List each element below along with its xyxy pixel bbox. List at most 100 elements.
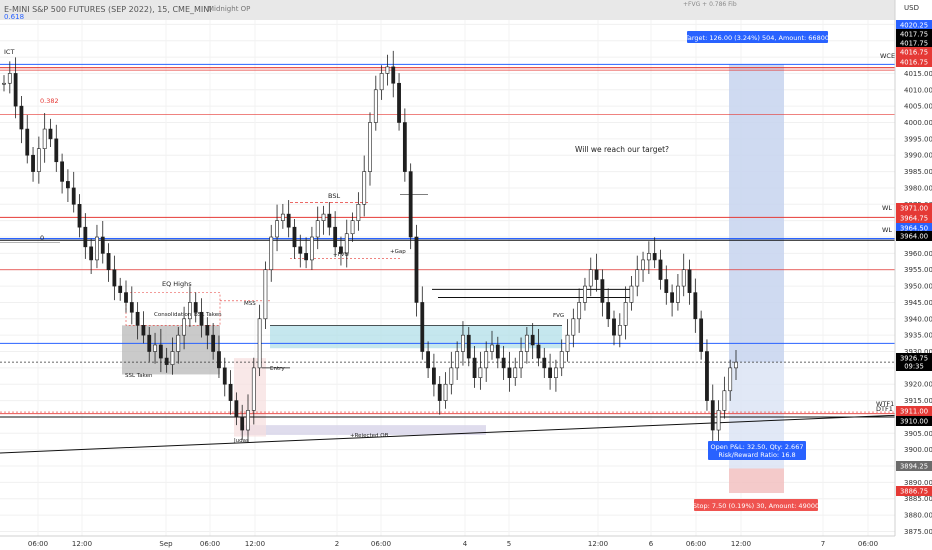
candle-body[interactable] <box>606 302 611 320</box>
candle-body[interactable] <box>391 66 396 84</box>
candle-body[interactable] <box>652 253 657 261</box>
candle-body[interactable] <box>164 357 169 365</box>
candle-body[interactable] <box>600 279 605 303</box>
candle-body[interactable] <box>710 400 715 431</box>
candle-body[interactable] <box>77 203 82 228</box>
candle-body[interactable] <box>71 187 76 205</box>
target-label[interactable]: Target: 126.00 (3.24%) 504, Amount: 6680… <box>684 31 829 43</box>
candle-body[interactable] <box>565 334 570 352</box>
candle-body[interactable] <box>246 410 250 431</box>
candle-body[interactable] <box>646 253 651 261</box>
candle-body[interactable] <box>617 325 622 336</box>
candle-body[interactable] <box>135 311 140 326</box>
candle-body[interactable] <box>373 89 378 123</box>
candle-body[interactable] <box>722 390 727 411</box>
candle-body[interactable] <box>728 367 733 392</box>
candle-body[interactable] <box>176 334 181 352</box>
candle-body[interactable] <box>112 269 117 287</box>
candle-body[interactable] <box>251 367 256 411</box>
candle-body[interactable] <box>397 82 401 123</box>
candle-body[interactable] <box>199 311 204 326</box>
candle-body[interactable] <box>478 367 483 378</box>
candle-body[interactable] <box>594 269 599 280</box>
candle-body[interactable] <box>89 246 94 261</box>
candle-body[interactable] <box>240 416 245 431</box>
candle-body[interactable] <box>443 383 448 401</box>
candle-body[interactable] <box>188 302 192 320</box>
candle-body[interactable] <box>217 351 221 369</box>
candle-body[interactable] <box>583 285 587 303</box>
candle-body[interactable] <box>519 351 523 369</box>
candle-body[interactable] <box>304 253 308 261</box>
candle-body[interactable] <box>31 154 35 172</box>
candle-body[interactable] <box>414 236 419 303</box>
candle-body[interactable] <box>275 220 279 238</box>
candle-body[interactable] <box>426 351 430 369</box>
stop-label[interactable]: Stop: 7.50 (0.19%) 30, Amount: 49000 <box>693 499 819 511</box>
candles-layer[interactable] <box>2 50 738 445</box>
candle-body[interactable] <box>170 351 175 365</box>
candle-body[interactable] <box>461 334 465 352</box>
candle-body[interactable] <box>716 410 721 431</box>
candle-body[interactable] <box>420 302 425 352</box>
candle-body[interactable] <box>623 302 628 326</box>
candle-body[interactable] <box>664 279 669 293</box>
candle-body[interactable] <box>362 171 367 205</box>
candle-body[interactable] <box>327 213 332 228</box>
open-pl-label[interactable]: Open P&L: 32.50, Qty: 2.667 Risk/Reward … <box>708 441 806 460</box>
candle-body[interactable] <box>129 302 134 313</box>
candle-body[interactable] <box>19 105 24 130</box>
candle-body[interactable] <box>687 269 692 293</box>
candle-body[interactable] <box>559 351 564 369</box>
candle-body[interactable] <box>548 367 552 378</box>
candle-body[interactable] <box>379 73 384 91</box>
candle-body[interactable] <box>368 122 372 172</box>
candle-body[interactable] <box>263 269 268 320</box>
candle-body[interactable] <box>321 213 326 221</box>
candle-body[interactable] <box>705 351 709 401</box>
candle-body[interactable] <box>153 344 157 352</box>
candle-body[interactable] <box>66 181 70 189</box>
candle-body[interactable] <box>432 367 436 385</box>
candle-body[interactable] <box>472 357 477 378</box>
candle-body[interactable] <box>95 236 99 261</box>
candle-body[interactable] <box>234 400 239 418</box>
candle-body[interactable] <box>571 318 576 336</box>
candle-body[interactable] <box>385 66 390 74</box>
time-axis[interactable] <box>0 536 932 550</box>
candle-body[interactable] <box>280 213 285 221</box>
candle-body[interactable] <box>205 325 210 336</box>
candle-body[interactable] <box>356 203 361 221</box>
candle-body[interactable] <box>699 318 704 352</box>
candle-body[interactable] <box>635 269 640 287</box>
candle-body[interactable] <box>641 259 645 271</box>
candle-body[interactable] <box>60 161 64 182</box>
candle-body[interactable] <box>13 73 18 107</box>
candle-body[interactable] <box>36 148 41 172</box>
candle-body[interactable] <box>455 351 460 369</box>
candle-body[interactable] <box>670 292 674 303</box>
candle-body[interactable] <box>554 367 558 378</box>
candle-body[interactable] <box>25 128 30 156</box>
candle-body[interactable] <box>402 122 407 172</box>
candle-body[interactable] <box>147 334 152 352</box>
candle-body[interactable] <box>141 325 146 336</box>
candle-body[interactable] <box>676 285 680 303</box>
candle-body[interactable] <box>106 253 111 271</box>
candle-body[interactable] <box>158 344 163 359</box>
candle-body[interactable] <box>734 361 738 369</box>
candle-body[interactable] <box>408 171 413 238</box>
candle-body[interactable] <box>333 226 338 248</box>
price-axis[interactable] <box>895 0 932 550</box>
candle-body[interactable] <box>211 334 216 352</box>
candle-body[interactable] <box>257 318 262 369</box>
candle-body[interactable] <box>577 302 582 320</box>
candle-body[interactable] <box>222 367 227 385</box>
candle-body[interactable] <box>292 226 297 248</box>
candle-body[interactable] <box>344 233 349 254</box>
candle-body[interactable] <box>286 213 291 228</box>
candle-body[interactable] <box>83 226 88 248</box>
candle-body[interactable] <box>536 344 541 359</box>
candle-body[interactable] <box>681 269 686 287</box>
